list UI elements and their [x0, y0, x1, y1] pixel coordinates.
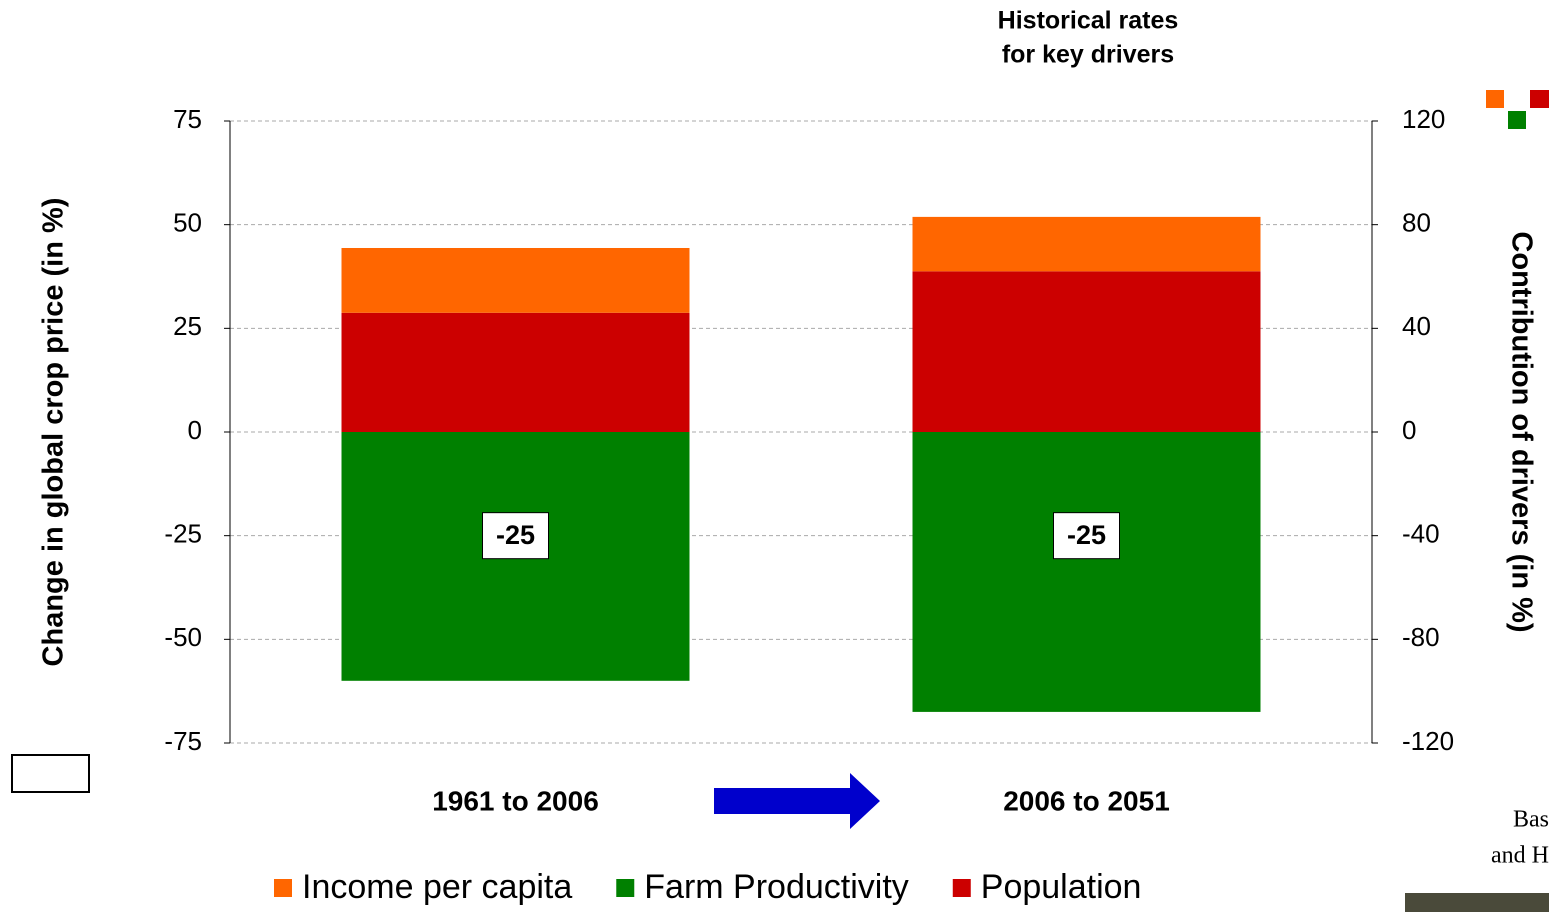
y-tick-label: 25: [173, 311, 202, 341]
y-tick-label: -75: [164, 726, 202, 756]
bar: [341, 312, 690, 432]
y2-tick-label: -40: [1402, 519, 1440, 549]
y2-tick-label: 120: [1402, 104, 1445, 134]
label-box: [482, 512, 549, 560]
net-label: -25: [496, 520, 535, 550]
legend-swatch: [616, 879, 635, 897]
y-tick-label: -25: [164, 519, 202, 549]
net-label: -25: [1067, 520, 1106, 550]
title: Historical rates: [998, 7, 1179, 35]
x-tick-label: 2006 to 2051: [1003, 785, 1170, 816]
y2-tick-label: 40: [1402, 311, 1431, 341]
y-tick-label: -50: [164, 622, 202, 652]
y2-tick-label: 0: [1402, 415, 1416, 445]
bar: [912, 216, 1261, 272]
y2-tick-label: -80: [1402, 622, 1440, 652]
logo-square: [1508, 111, 1526, 129]
y-tick-label: 75: [173, 104, 202, 134]
bar: [912, 432, 1261, 712]
y2-axis-title: Contribution of drivers (in %): [1505, 231, 1537, 632]
legend-label: Income per capita: [302, 868, 572, 906]
legend-swatch: [952, 879, 971, 897]
side-text: and H: [1491, 843, 1549, 869]
logo-square: [1486, 90, 1504, 108]
y2-tick-label: 80: [1402, 208, 1431, 238]
side-text: Bas: [1513, 807, 1549, 833]
y-tick-label: 50: [173, 208, 202, 238]
legend-swatch: [274, 879, 292, 897]
y2-tick-label: -120: [1402, 726, 1454, 756]
x-tick-label: 1961 to 2006: [432, 785, 599, 816]
y-axis-title: Change in global crop price (in %): [38, 198, 70, 667]
bar: [341, 247, 690, 313]
bar: [912, 271, 1261, 432]
legend-label: Population: [981, 868, 1142, 906]
photo-edge: [1405, 893, 1549, 912]
logo-square: [1530, 90, 1549, 108]
empty-box: [11, 754, 90, 793]
arrow: [714, 773, 880, 829]
label-box: [1053, 512, 1120, 560]
legend-label: Farm Productivity: [644, 868, 909, 906]
title: for key drivers: [1002, 41, 1174, 69]
y-tick-label: 0: [188, 415, 202, 445]
